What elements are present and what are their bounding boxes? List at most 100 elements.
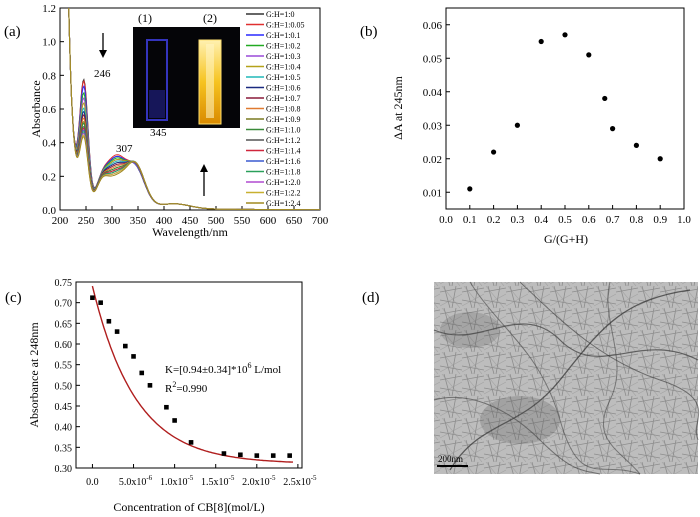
chart-a-legend: G:H=1:0 G:H=1:0.05G:H=1:0.1 G:H=1:0.2 G:H=1… [246, 10, 305, 208]
chart-c-xlabel: Concentration of CB[8](mol/L) [113, 500, 264, 514]
peak-label-246: 246 [94, 68, 111, 80]
data-point [172, 418, 177, 423]
cuvette-1-liquid [149, 90, 165, 118]
y-tick-label: 0.6 [42, 104, 56, 116]
data-point [147, 383, 153, 388]
legend-label: G:H=1:0.4 [266, 63, 301, 72]
down-arrow [99, 33, 107, 58]
y-tick-label: 0.65 [55, 319, 73, 330]
legend-label: G:H=1:0.2 [266, 42, 301, 51]
legend-label: G:H=1:1.6 [266, 157, 301, 166]
data-point [270, 453, 276, 458]
legend-label: G:H=1:0.5 [266, 73, 301, 82]
x-tick-label: 400 [156, 215, 173, 227]
y-tick-label: 1.0 [42, 37, 56, 49]
x-tick-label: 650 [286, 215, 303, 227]
x-tick-label: 0.5 [558, 214, 572, 226]
chart-c-ticks: 0.0 5.0x10-6 1.0x10-5 1.5x10-5 2.0x10-5 2.5x1… [55, 278, 318, 488]
cuvette-1 [146, 39, 168, 121]
tem-dark-region [480, 396, 560, 444]
x-tick-label: 0.6 [582, 214, 596, 226]
data-point [287, 453, 292, 458]
tem-image: 200nm [433, 281, 700, 475]
x-tick-label: 550 [234, 215, 251, 227]
peak-label-345: 345 [150, 127, 167, 139]
data-point [106, 318, 112, 324]
chart-c: 0.0 5.0x10-6 1.0x10-5 1.5x10-5 2.0x10-5 2.5x1… [27, 278, 317, 514]
chart-a-ylabel: Absorbance [29, 80, 43, 137]
legend-label: G:H=1:1.2 [266, 136, 301, 145]
chart-a-series [68, 8, 320, 210]
tem-dark-region [440, 312, 500, 348]
x-tick-label: 0.7 [606, 214, 620, 226]
chart-a-xlabel: Wavelength/nm [152, 225, 228, 239]
legend-label: G:H=1:1.8 [266, 168, 301, 177]
data-point [164, 404, 169, 410]
y-tick-label: 0.4 [42, 138, 56, 150]
x-tick-label: 500 [208, 215, 225, 227]
y-tick-label: 0.75 [55, 278, 73, 289]
x-tick-label: 2.5x10-5 [283, 474, 317, 488]
legend-label: G:H=1:2.2 [266, 189, 301, 198]
x-tick-label: 0.4 [534, 214, 548, 226]
spectrum-line [68, 8, 320, 210]
tem-fiber [449, 289, 691, 471]
tem-image-background [434, 282, 698, 474]
y-tick-label: 0.55 [55, 361, 73, 372]
y-tick-label: 0.70 [55, 299, 73, 310]
data-point [254, 453, 260, 458]
data-point [188, 440, 194, 445]
y-tick-label: 0.35 [55, 443, 73, 454]
y-tick-label: 0.0 [42, 205, 56, 217]
tem-fiber [519, 281, 700, 441]
x-tick-label: 200 [52, 215, 69, 227]
x-tick-label: 0.1 [463, 214, 477, 226]
data-point [610, 126, 616, 132]
x-tick-label: 0.0 [439, 214, 453, 226]
panel-label-c: (c) [5, 290, 22, 306]
data-point [514, 122, 521, 128]
legend-label: G:H=1:0.6 [266, 84, 301, 93]
chart-c-annotation-k: K=[0.94±0.34]*106 L/mol [165, 361, 281, 376]
legend-label: G:H=1:0.7 [266, 94, 301, 103]
y-tick-label: 0.05 [423, 53, 443, 65]
x-tick-label: 1.5x10-5 [201, 474, 235, 488]
y-tick-label: 1.2 [42, 3, 56, 15]
inset-label-2: (2) [203, 11, 217, 25]
y-tick-label: 0.8 [42, 70, 56, 82]
data-point [586, 52, 592, 58]
legend-label: G:H=1:2.4 [266, 199, 301, 208]
chart-c-ylabel: Absorbance at 248nm [27, 322, 41, 428]
y-tick-label: 0.45 [55, 402, 73, 413]
data-point [98, 300, 103, 305]
panel-label-a: (a) [4, 24, 21, 40]
data-point [221, 451, 227, 456]
chart-c-frame [75, 281, 303, 469]
chart-b-ticks: 0.0 0.1 0.2 0.3 0.4 0.5 0.6 0.7 0.8 0.9 1.0 0.01 0.0… [423, 20, 692, 226]
data-point [467, 186, 473, 192]
legend-label: G:H=1:0.05 [266, 21, 305, 30]
x-tick-label: 0.3 [511, 214, 525, 226]
legend-label: G:H=1:1.4 [266, 147, 301, 156]
x-tick-label: 700 [312, 215, 329, 227]
x-tick-label: 0.8 [630, 214, 644, 226]
legend-label: G:H=1:0.1 [266, 31, 301, 40]
tem-fiber [433, 396, 601, 475]
data-point [562, 32, 568, 38]
tem-fiber [603, 281, 641, 475]
tem-scale-label: 200nm [438, 454, 463, 464]
panel-label-b: (b) [360, 24, 378, 40]
data-point [657, 156, 663, 162]
legend-label: G:H=1:0 [266, 10, 295, 19]
legend-label: G:H=1:0.8 [266, 105, 301, 114]
chart-c-series [90, 295, 292, 458]
panel-label-d: (d) [362, 290, 380, 306]
y-tick-label: 0.04 [423, 87, 443, 99]
chart-c-annotation-r2: R2=0.990 [165, 380, 208, 395]
x-tick-label: 0.9 [653, 214, 667, 226]
chart-b-frame [445, 7, 685, 210]
data-point [123, 343, 128, 349]
chart-b-xlabel: G/(G+H) [544, 232, 588, 246]
x-tick-label: 2.0x10-5 [242, 474, 276, 488]
